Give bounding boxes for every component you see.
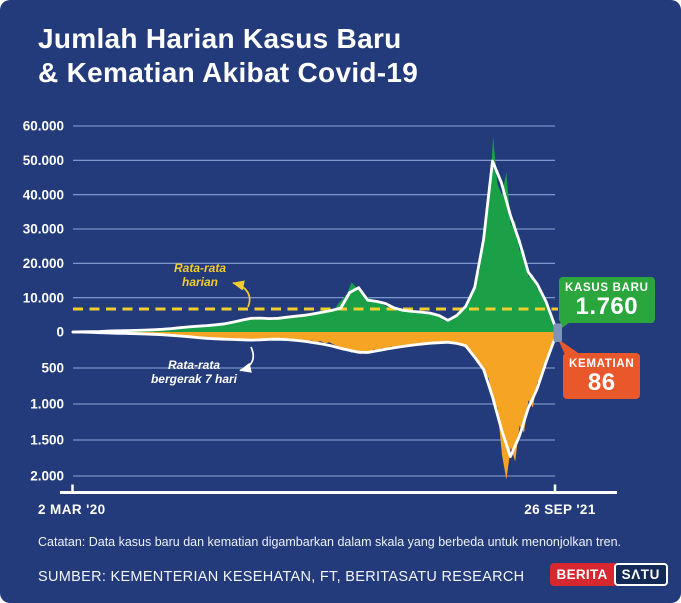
y-tick-label-deaths-2000: 2.000: [30, 469, 64, 484]
annotation-daily-average-line1: Rata-rata: [173, 261, 227, 275]
annotation-moving-average-line1: Rata-rata: [167, 358, 221, 372]
source-line: SUMBER: KEMENTERIAN KESEHATAN, FT, BERIT…: [38, 569, 525, 585]
page-title-line1: Jumlah Harian Kasus Baru: [38, 23, 402, 54]
annotation-daily-average: Rata-rata harian: [167, 261, 233, 289]
page-title-line2: & Kematian Akibat Covid-19: [38, 57, 419, 88]
logo-berita-box: BERITA: [549, 563, 615, 586]
series-endpoint-marker: [553, 323, 562, 342]
footnote: Catatan: Data kasus baru dan kematian di…: [38, 535, 621, 549]
x-axis-start-label: 2 MAR '20: [38, 502, 106, 517]
kematian-value: 86: [587, 369, 616, 396]
cases-7day-average-line: [71, 159, 557, 334]
y-tick-label-zero: 0: [56, 325, 64, 340]
annotation-daily-average-line2: harian: [181, 274, 218, 289]
kasus-baru-label: KASUS BARU: [565, 282, 649, 294]
kematian-label: KEMATIAN: [569, 358, 635, 370]
y-tick-label-cases-50000: 50.000: [23, 153, 64, 168]
chart-x-axis: [60, 484, 617, 494]
y-tick-label-deaths-500: 500: [41, 361, 64, 376]
y-tick-label-cases-10000: 10.000: [23, 290, 64, 305]
kasus-baru-value: 1.760: [575, 293, 639, 320]
kematian-badge: KEMATIAN 86: [563, 353, 641, 399]
daily-average-annotation-arrow: [232, 280, 251, 308]
annotation-moving-average: Rata-rata bergerak 7 hari: [150, 358, 238, 386]
kematian-badge-tail: [558, 339, 584, 357]
deaths-7day-average-line: [71, 330, 557, 459]
y-tick-label-deaths-1500: 1.500: [30, 433, 64, 448]
annotation-moving-average-line2: bergerak 7 hari: [150, 371, 238, 386]
y-tick-label-cases-60000: 60.000: [23, 119, 64, 134]
beritasatu-logo: BERITA SΛTU: [549, 563, 668, 586]
x-axis-end-label: 26 SEP '21: [524, 502, 596, 517]
kasus-baru-badge: KASUS BARU 1.760: [559, 277, 655, 323]
y-tick-label-deaths-1000: 1.000: [30, 397, 64, 412]
logo-satu-box: SΛTU: [613, 563, 668, 586]
page-title: Jumlah Harian Kasus Baru & Kematian Akib…: [38, 22, 418, 90]
y-tick-label-cases-40000: 40.000: [23, 187, 64, 202]
chart-areas: [73, 137, 555, 480]
moving-average-annotation-arrow: [239, 346, 255, 373]
y-tick-label-cases-20000: 20.000: [23, 256, 64, 271]
y-axis-labels: 60.000 50.000 40.000 30.000 20.000 10.00…: [23, 119, 64, 484]
deaths-area: [73, 332, 555, 480]
chart-lines: [71, 159, 558, 459]
cases-area: [73, 137, 555, 332]
y-tick-label-cases-30000: 30.000: [23, 222, 64, 237]
